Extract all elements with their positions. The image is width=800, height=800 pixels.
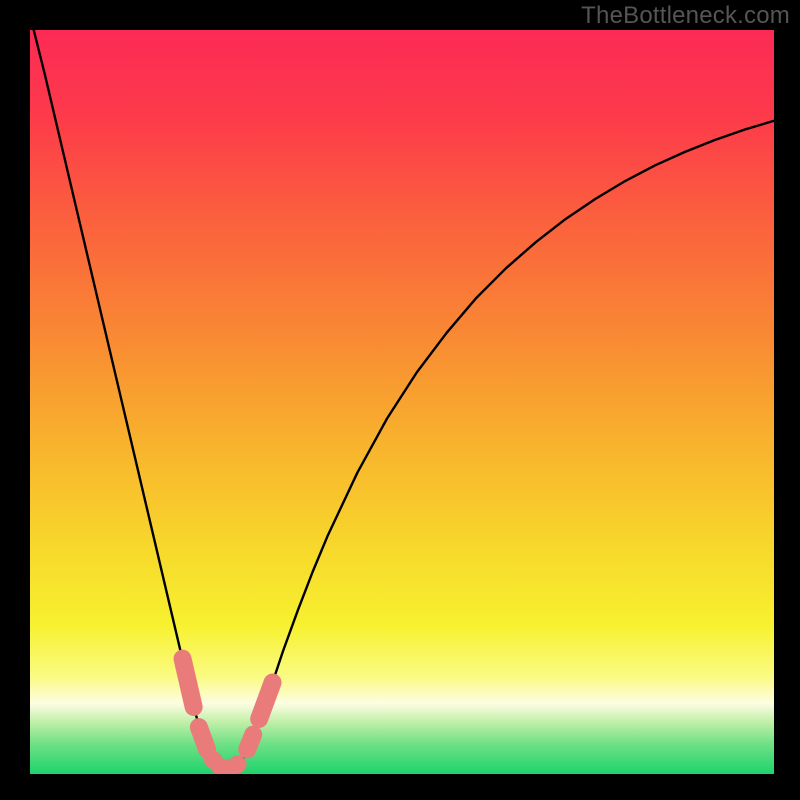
- watermark-text: TheBottleneck.com: [581, 2, 790, 30]
- chart-svg: [0, 0, 800, 800]
- bottleneck-chart: TheBottleneck.com: [0, 0, 800, 800]
